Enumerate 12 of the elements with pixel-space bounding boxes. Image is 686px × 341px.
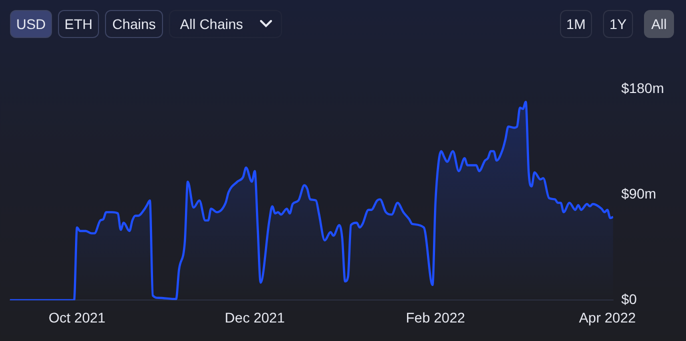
chains-button[interactable]: Chains xyxy=(105,10,163,38)
all-button[interactable]: All xyxy=(644,10,674,38)
y-tick-label: $90m xyxy=(621,185,656,202)
y-tick-label: $0 xyxy=(621,291,637,308)
x-tick-label: Dec 2021 xyxy=(224,309,285,326)
usd-button[interactable]: USD xyxy=(10,10,52,38)
x-tick-label: Feb 2022 xyxy=(406,309,466,326)
x-tick-label: Oct 2021 xyxy=(48,309,106,326)
chain-dropdown[interactable]: All Chains xyxy=(169,10,282,38)
eth-button[interactable]: ETH xyxy=(58,10,99,38)
x-tick-label: Apr 2022 xyxy=(578,309,636,326)
y-tick-label: $180m xyxy=(621,80,664,96)
